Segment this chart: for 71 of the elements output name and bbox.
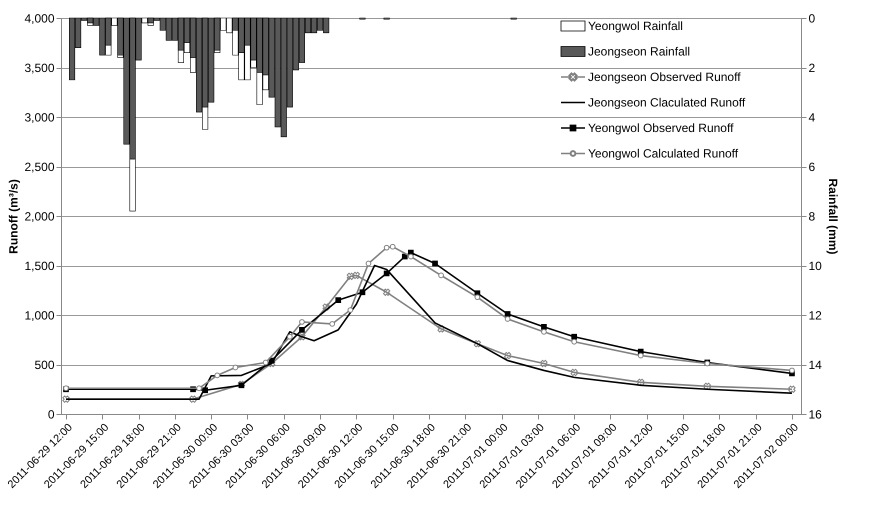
legend-label: Jeongseon Claculated Runoff <box>588 96 746 110</box>
point <box>432 260 438 266</box>
y2-tick-label: 4 <box>808 110 816 124</box>
point <box>437 325 445 332</box>
y2-tick-label: 2 <box>808 61 816 75</box>
point <box>196 385 202 392</box>
y2-tick-label: 14 <box>808 358 822 372</box>
point <box>262 360 268 366</box>
point <box>571 334 578 340</box>
point <box>438 272 444 278</box>
point <box>384 270 390 276</box>
point <box>329 321 336 327</box>
y-tick-label: 4,000 <box>24 12 55 26</box>
y-tick-label: 0 <box>48 408 55 422</box>
point <box>390 244 396 250</box>
point <box>299 327 305 333</box>
point <box>540 360 548 368</box>
legend-label: Yeongwol Calculated Runoff <box>588 146 739 160</box>
y-tick-label: 2,000 <box>24 210 55 224</box>
point <box>346 272 354 280</box>
point <box>347 307 354 313</box>
y2-tick-label: 8 <box>808 210 816 224</box>
point <box>232 364 238 370</box>
point <box>286 334 293 340</box>
point <box>299 319 305 325</box>
point <box>474 294 480 300</box>
point <box>789 368 795 374</box>
point <box>366 260 372 266</box>
y-tick-label: 500 <box>34 358 55 372</box>
y-axis-title: Runoff (m³/s) <box>6 179 20 254</box>
point <box>504 311 510 317</box>
point <box>62 396 70 403</box>
point <box>352 272 360 280</box>
point <box>214 372 220 378</box>
point <box>570 368 578 376</box>
point <box>788 386 796 393</box>
y-tick-label: 3,000 <box>24 110 55 124</box>
point <box>335 297 342 303</box>
point <box>638 352 644 358</box>
legend-label: Jeongseon Observed Runoff <box>588 70 742 84</box>
point <box>541 328 547 335</box>
y2-tick-label: 0 <box>808 12 816 26</box>
legend-label: Yeongwol Rainfall <box>588 19 683 33</box>
point <box>504 316 510 322</box>
point <box>571 338 578 345</box>
point <box>268 358 275 364</box>
point <box>704 382 711 390</box>
point <box>360 289 366 296</box>
point <box>637 378 644 386</box>
y2-tick-label: 10 <box>808 259 822 273</box>
point <box>322 303 330 311</box>
y-tick-label: 3,500 <box>24 61 55 75</box>
y-tick-label: 1,500 <box>24 259 55 273</box>
point <box>402 254 408 260</box>
point <box>384 244 390 251</box>
y-tick-label: 2,500 <box>24 160 55 174</box>
y2-tick-label: 16 <box>808 408 822 422</box>
point <box>298 333 306 340</box>
legend-label: Jeongseon Rainfall <box>588 44 690 58</box>
point <box>504 352 512 360</box>
legend-label: Yeongwol Observed Runoff <box>588 121 734 135</box>
point <box>189 396 197 403</box>
point <box>541 324 547 330</box>
y2-tick-label: 6 <box>808 160 816 174</box>
point <box>202 387 208 394</box>
point <box>383 288 390 296</box>
point <box>474 340 482 348</box>
y2-tick-label: 12 <box>808 308 822 322</box>
point <box>408 254 414 260</box>
y-tick-label: 1,000 <box>24 308 55 322</box>
y2-axis-title: Rainfall (mm) <box>826 178 840 255</box>
